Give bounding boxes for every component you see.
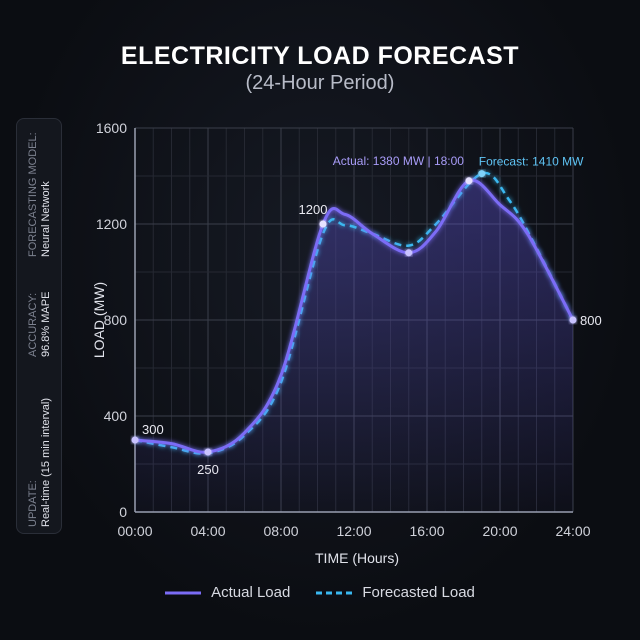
- legend-label: Forecasted Load: [362, 584, 475, 601]
- legend: Actual Load Forecasted Load: [0, 584, 640, 601]
- x-tick-label: 00:00: [117, 523, 152, 539]
- data-point-marker: [569, 316, 577, 324]
- data-annotation: 1200: [299, 202, 328, 217]
- info-panel: FORECASTING MODEL: Neural Network ACCURA…: [16, 118, 62, 534]
- data-point-marker: [405, 249, 413, 257]
- chart-subtitle: (24-Hour Period): [245, 72, 395, 94]
- data-point-marker: [131, 436, 139, 444]
- x-tick-label: 16:00: [409, 523, 444, 539]
- chart-title: ELECTRICITY LOAD FORECAST: [120, 42, 520, 70]
- x-tick-label: 20:00: [482, 523, 517, 539]
- data-point-marker: [465, 177, 473, 185]
- legend-forecast: Forecasted Load: [316, 584, 475, 601]
- y-axis-label: LOAD (MW): [91, 282, 107, 358]
- x-tick-label: 04:00: [190, 523, 225, 539]
- y-tick-label: 400: [104, 408, 128, 424]
- data-point-marker: [478, 170, 486, 178]
- data-annotation: Actual: 1380 MW | 18:00: [333, 154, 465, 168]
- data-annotation: 300: [142, 422, 164, 437]
- x-axis-label: TIME (Hours): [315, 550, 399, 566]
- x-tick-label: 08:00: [263, 523, 298, 539]
- forecast-line: [134, 171, 575, 455]
- x-tick-label: 12:00: [336, 523, 371, 539]
- data-annotation: 250: [197, 462, 219, 477]
- legend-actual: Actual Load: [165, 584, 290, 601]
- y-tick-label: 0: [119, 504, 127, 520]
- data-annotation: 800: [580, 313, 602, 328]
- legend-label: Actual Load: [211, 584, 291, 601]
- x-tick-label: 24:00: [555, 523, 590, 539]
- y-tick-label: 800: [104, 312, 128, 328]
- data-point-marker: [319, 220, 327, 228]
- y-tick-label: 1600: [96, 120, 127, 136]
- actual-area-fill: [135, 180, 573, 512]
- actual-line: [134, 178, 575, 454]
- data-annotation: Forecast: 1410 MW: [479, 155, 584, 169]
- data-point-marker: [204, 448, 212, 456]
- y-tick-label: 1200: [96, 216, 127, 232]
